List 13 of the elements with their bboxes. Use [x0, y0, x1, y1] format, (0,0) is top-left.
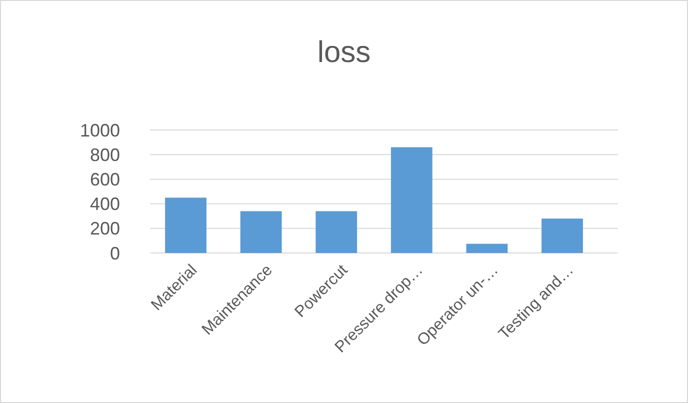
bar	[240, 211, 282, 253]
y-tick-label: 200	[90, 218, 120, 239]
bar	[466, 244, 508, 253]
bar	[542, 218, 583, 253]
y-tick-label: 400	[90, 194, 120, 214]
chart-title: loss	[317, 36, 371, 69]
bar	[165, 198, 206, 253]
bar	[390, 147, 432, 253]
y-tick-label: 1000	[80, 120, 120, 140]
y-tick-label: 600	[90, 170, 120, 190]
y-tick-label: 0	[110, 243, 120, 264]
y-tick-label: 800	[90, 144, 120, 165]
bar	[316, 211, 358, 253]
